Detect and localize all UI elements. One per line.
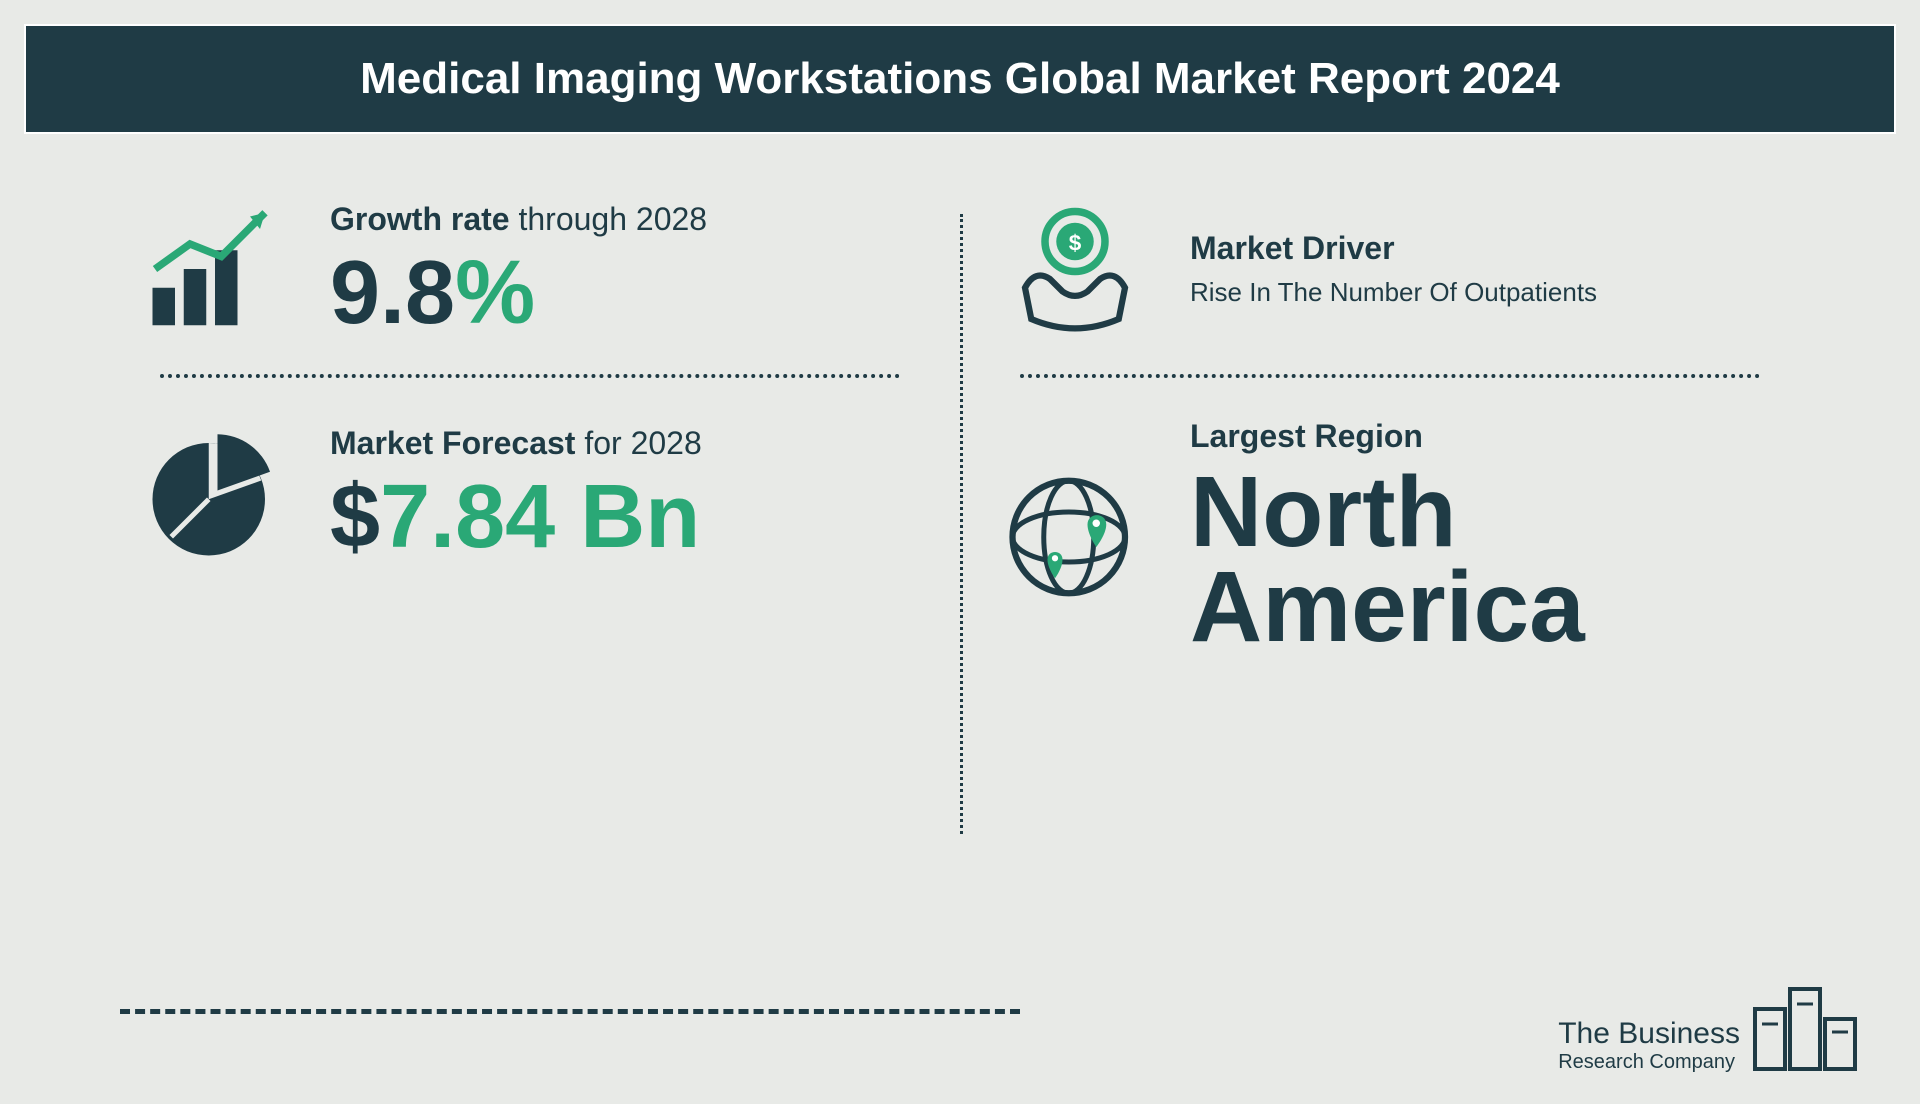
left-divider (160, 374, 900, 378)
company-logo: The Business Research Company (1558, 974, 1860, 1074)
forecast-block: Market Forecast for 2028 $7.84 Bn (140, 418, 920, 568)
forecast-value: $7.84 Bn (330, 472, 702, 562)
growth-chart-icon (140, 194, 290, 344)
growth-value: 9.8% (330, 248, 707, 338)
forecast-label-rest: for 2028 (575, 425, 701, 461)
report-title-banner: Medical Imaging Workstations Global Mark… (24, 24, 1896, 134)
growth-rate-block: Growth rate through 2028 9.8% (140, 194, 920, 344)
globe-icon (1000, 462, 1150, 612)
driver-label-text: Market Driver (1190, 230, 1395, 266)
svg-text:$: $ (1069, 230, 1082, 255)
forecast-text-wrap: Market Forecast for 2028 $7.84 Bn (330, 425, 702, 562)
driver-description: Rise In The Number Of Outpatients (1190, 277, 1597, 308)
forecast-value-currency: $ (330, 467, 380, 567)
logo-line1: The Business (1558, 1017, 1740, 1051)
pie-chart-icon (140, 418, 290, 568)
region-label: Largest Region (1190, 418, 1585, 455)
content-area: Growth rate through 2028 9.8% Market (0, 134, 1920, 954)
growth-label-bold: Growth rate (330, 201, 510, 237)
region-label-text: Largest Region (1190, 418, 1423, 454)
forecast-label-bold: Market Forecast (330, 425, 575, 461)
driver-label: Market Driver (1190, 230, 1597, 267)
logo-text: The Business Research Company (1558, 1017, 1740, 1074)
left-column: Growth rate through 2028 9.8% Market (100, 194, 960, 954)
region-text-wrap: Largest Region North America (1190, 418, 1585, 655)
logo-line2: Research Company (1558, 1051, 1740, 1074)
region-value: North America (1190, 465, 1585, 655)
vertical-divider (960, 214, 963, 834)
region-block: Largest Region North America (1000, 418, 1780, 655)
hands-coin-icon: $ (1000, 194, 1150, 344)
driver-text-wrap: Market Driver Rise In The Number Of Outp… (1190, 230, 1597, 308)
region-value-line2: America (1190, 560, 1585, 655)
growth-label-rest: through 2028 (510, 201, 708, 237)
growth-text-wrap: Growth rate through 2028 9.8% (330, 201, 707, 338)
growth-value-percent: % (455, 243, 535, 343)
forecast-label: Market Forecast for 2028 (330, 425, 702, 462)
region-value-line1: North (1190, 465, 1585, 560)
driver-block: $ Market Driver Rise In The Number Of Ou… (1000, 194, 1780, 344)
right-divider (1020, 374, 1760, 378)
bottom-dashed-line (120, 1009, 1020, 1014)
report-title-text: Medical Imaging Workstations Global Mark… (360, 54, 1560, 103)
growth-label: Growth rate through 2028 (330, 201, 707, 238)
growth-value-number: 9.8 (330, 243, 455, 343)
forecast-value-amount: 7.84 Bn (380, 467, 700, 567)
logo-buildings-icon (1750, 974, 1860, 1074)
right-column: $ Market Driver Rise In The Number Of Ou… (960, 194, 1820, 954)
